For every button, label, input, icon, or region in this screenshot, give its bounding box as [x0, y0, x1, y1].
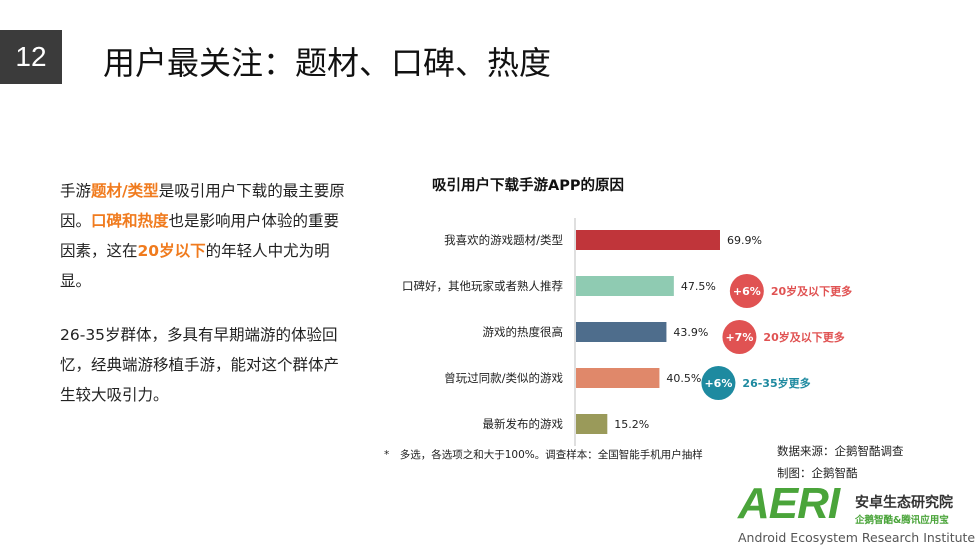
bar: [576, 230, 720, 250]
data-label: 69.9%: [727, 234, 762, 247]
annotation-note: 20岁及以下更多: [763, 330, 844, 344]
data-label: 47.5%: [681, 280, 716, 293]
chart-footnote: * 多选，各选项之和大于100%。调查样本：全国智能手机用户抽样: [384, 449, 703, 461]
page-title: 用户最关注：题材、口碑、热度: [103, 44, 552, 82]
logo-sub-name: 企鹅智酷&腾讯应用宝: [855, 515, 949, 526]
summary-paragraph-2: 26-35岁群体，多具有早期端游的体验回忆，经典端游移植手游，能对这个群体产生较…: [60, 326, 340, 404]
chart-title: 吸引用户下载手游APP的原因: [432, 178, 624, 194]
aeri-logo: AERI: [738, 479, 840, 528]
summary-text-segment: 的年轻人中尤为明显。: [60, 242, 330, 290]
annotation-note: 26-35岁更多: [742, 376, 810, 390]
logo-en-name: Android Ecosystem Research Institute: [738, 530, 976, 545]
highlight-genre: 题材/类型: [91, 182, 159, 200]
summary-text-segment: 手游: [60, 182, 92, 200]
category-label: 最新发布的游戏: [483, 417, 564, 431]
slide-number: 12: [0, 30, 62, 84]
summary-paragraph-1: 手游题材/类型是吸引用户下载的最主要原因。口碑和热度也是影响用户体验的重要因素，…: [60, 176, 345, 296]
annotation-badge-text: +6%: [733, 285, 761, 298]
summary-text-segment: 也是影响用户体验的重要因素，这在: [60, 212, 340, 260]
annotation-badge-text: +7%: [725, 331, 753, 344]
logo-cn-name: 安卓生态研究院: [855, 495, 953, 511]
data-label: 15.2%: [614, 418, 649, 431]
bar: [576, 276, 674, 296]
annotation-badge: [722, 320, 757, 354]
data-label: 40.5%: [666, 372, 701, 385]
bar: [576, 414, 608, 434]
annotation-badge: [701, 366, 736, 400]
annotation-badge: [729, 274, 764, 308]
annotation-note: 20岁及以下更多: [771, 284, 852, 298]
summary-text-segment: 是吸引用户下载的最主要原因。: [60, 182, 345, 230]
category-label: 曾玩过同款/类似的游戏: [444, 371, 563, 385]
summary-text: 手游题材/类型是吸引用户下载的最主要原因。口碑和热度也是影响用户体验的重要因素，…: [60, 176, 345, 410]
category-label: 游戏的热度很高: [483, 325, 564, 339]
category-label: 我喜欢的游戏题材/类型: [444, 233, 563, 247]
source-line-1: 数据来源：企鹅智酷调查: [777, 444, 904, 458]
category-label: 口碑好，其他玩家或者熟人推荐: [402, 279, 563, 293]
data-label: 43.9%: [673, 326, 708, 339]
bar: [576, 368, 660, 388]
highlight-age: 20岁以下: [137, 242, 206, 260]
annotation-badge-text: +6%: [704, 377, 732, 390]
highlight-reputation: 口碑和热度: [91, 212, 169, 230]
source-line-2: 制图：企鹅智酷: [777, 466, 858, 480]
data-source: 数据来源：企鹅智酷调查 制图：企鹅智酷: [777, 440, 904, 484]
bar: [576, 322, 667, 342]
